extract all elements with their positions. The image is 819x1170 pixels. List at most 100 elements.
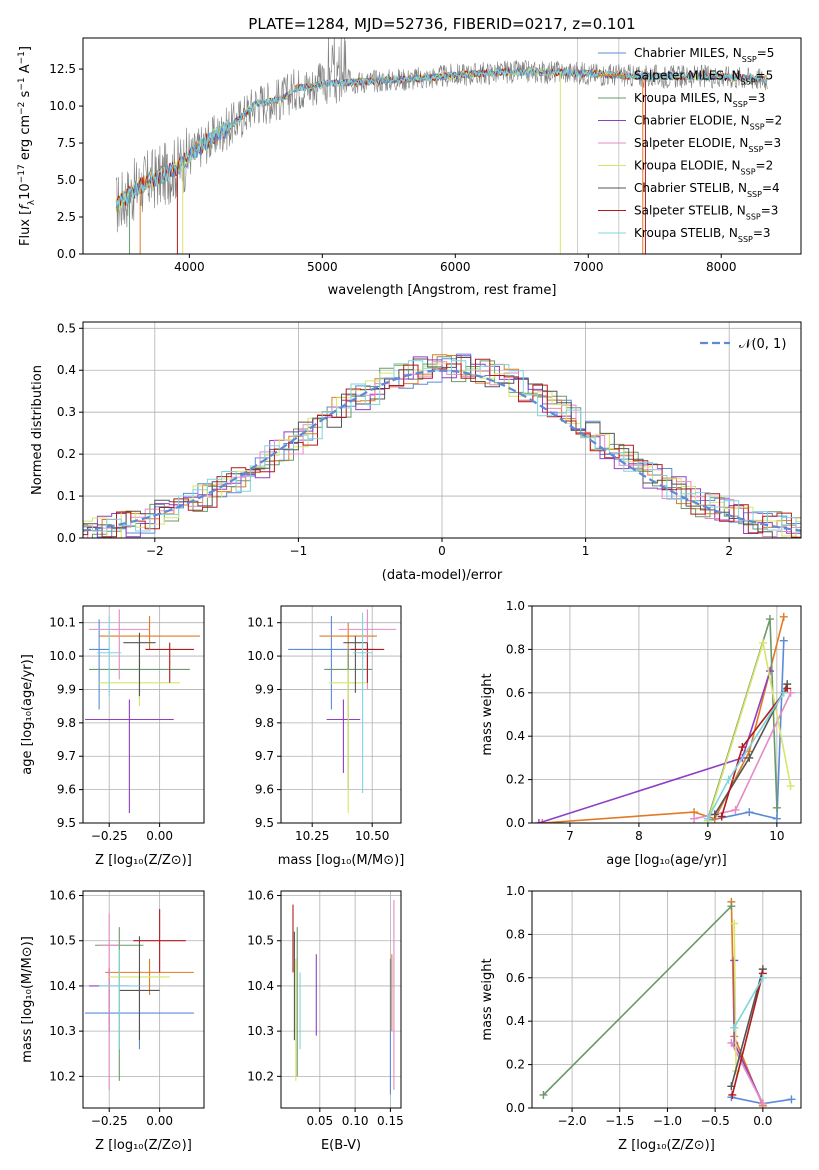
spectrum-xtick-label: 5000 [307,260,338,274]
age-vs-z-xlabel: Z [log₁₀(Z/Z⊙)] [95,853,192,868]
spectrum-legend-label: Salpeter ELODIE, NSSP=3 [634,136,781,154]
mass-vs-z-xtick-label: 0.00 [146,1114,173,1128]
weight-vs-z-series-line [733,977,764,1029]
histogram-xlabel: (data-model)/error [382,568,503,583]
mass-vs-z-frame [82,890,205,1109]
histogram-series [83,357,801,538]
age-vs-z-xtick-label: 0.00 [146,829,173,843]
legend-text: Kroupa STELIB, N [634,226,738,240]
weight-vs-z-marker [730,1023,739,1032]
spectrum-ylabel-part: erg cm [18,115,33,164]
weight-vs-age-xtick-label: 8 [635,829,643,843]
spectrum-ylabel-part: −1 [17,77,27,90]
weight-vs-z-series-line [733,923,737,1072]
age-vs-z-ytick-label: 9.6 [57,783,76,797]
age-vs-z-ytick-label: 9.9 [57,682,76,696]
weight-vs-age-ytick-label: 1.0 [506,599,525,613]
legend-text: Salpeter MILES, N [634,69,741,83]
weight-vs-z-marker [758,1099,767,1108]
weight-vs-age-ytick-label: 0.2 [506,773,525,787]
legend-sub: SSP [746,212,761,221]
spectrum-legend-label: Chabrier STELIB, NSSP=4 [634,181,780,199]
weight-vs-z-marker [727,1038,736,1047]
weight-vs-age-marker [765,667,774,676]
legend-text: Salpeter ELODIE, N [634,136,748,150]
spectrum-legend-label: Chabrier ELODIE, NSSP=2 [634,114,782,132]
weight-vs-age-ytick-label: 0.0 [506,816,525,830]
histogram-xtick-label: 2 [725,544,733,558]
weight-vs-age-ytick-label: 0.8 [506,642,525,656]
age-vs-mass-plot-area [288,609,397,813]
mass-vs-ebv-ytick-label: 10.6 [247,889,274,903]
spectrum-model-line [115,66,768,207]
mass-vs-z-ytick-label: 10.6 [49,889,76,903]
mass-vs-z-xtick-label: −0.25 [91,1114,128,1128]
spectrum-ylabel-part: f [18,203,33,210]
weight-vs-z-ytick-label: 0.8 [506,927,525,941]
age-vs-mass-ytick-label: 9.9 [255,682,274,696]
spectrum-xtick-label: 6000 [440,260,471,274]
weight-vs-age-panel: 7 8 9 10 0.0 0.2 0.4 0.6 0.8 1.0 age [log₁₀(age/yr… [480,599,802,868]
legend-count: =4 [762,181,780,195]
weight-vs-age-frame [531,605,802,824]
weight-vs-age-series-line [542,616,785,823]
age-vs-z-ytick-label: 9.7 [57,749,76,763]
legend-text: Chabrier MILES, N [634,46,742,60]
weight-vs-z-marker [727,902,736,911]
weight-vs-age-marker [786,688,795,697]
mass-vs-ebv-xtick-label: 0.10 [342,1114,369,1128]
legend-text: Kroupa ELODIE, N [634,159,741,173]
age-vs-z-xtick-label: −0.25 [91,829,128,843]
mass-vs-z-ylabel: mass [log₁₀(M/M⊙)] [20,936,35,1063]
spectrum-panel: 4000 5000 6000 7000 8000 0.0 2.5 5.0 7.5 10.0 12.5… [17,37,802,298]
weight-vs-age-ytick-label: 0.6 [506,686,525,700]
histogram-ylabel: Normed distribution [30,365,45,495]
age-vs-mass-ytick-label: 9.5 [255,816,274,830]
legend-sub: SSP [750,122,765,131]
weight-vs-age-marker [765,615,774,624]
spectrum-ylabel-part: −17 [17,164,27,183]
histogram-ytick-label: 0.1 [57,489,76,503]
legend-sub: SSP [741,167,756,176]
legend-count: =5 [756,69,774,83]
weight-vs-age-ylabel: mass weight [480,673,495,755]
mass-vs-z-ytick-label: 10.4 [49,979,76,993]
mass-vs-z-plot-area [85,909,194,1090]
legend-count: =5 [757,46,775,60]
weight-vs-age-series-line [707,692,785,820]
histogram-panel: −2 −1 0 1 2 0.0 0.1 0.2 0.3 0.4 0.5 (data-model)/er… [30,321,802,583]
spectrum-model-line [115,67,768,209]
weight-vs-age-marker [779,612,788,621]
weight-vs-z-xtick-label: −0.5 [701,1114,730,1128]
legend-text: Kroupa MILES, N [634,91,733,105]
spectrum-legend-label: Salpeter STELIB, NSSP=3 [634,204,778,222]
legend-count: =3 [763,136,781,150]
age-vs-mass-ytick-label: 10.1 [247,616,274,630]
weight-vs-z-marker [728,1090,737,1099]
age-vs-mass-ytick-label: 9.8 [255,716,274,730]
histogram-xtick-label: 1 [582,544,590,558]
histogram-ytick-label: 0.0 [57,531,76,545]
spectrum-legend-label: Kroupa ELODIE, NSSP=2 [634,159,773,177]
weight-vs-z-ytick-label: 0.0 [506,1101,525,1115]
age-vs-z-ytick-label: 9.5 [57,816,76,830]
mass-vs-ebv-xlabel: E(B-V) [321,1138,361,1153]
weight-vs-z-panel: −2.0 −1.5 −1.0 −0.5 0.0 0.0 0.2 0.4 0.6 0.8 1.0 Z [… [480,884,802,1153]
weight-vs-age-xtick-label: 7 [566,829,574,843]
weight-vs-age-marker [717,812,726,821]
age-vs-mass-ytick-label: 9.7 [255,749,274,763]
mass-vs-ebv-ytick-label: 10.3 [247,1024,274,1038]
age-vs-z-ytick-label: 9.8 [57,716,76,730]
age-vs-mass-xtick-label: 10.25 [295,829,329,843]
spectrum-ylabel-part: 10 [18,183,33,200]
weight-vs-age-series-line [538,670,771,823]
mass-vs-ebv-xtick-label: 0.05 [306,1114,333,1128]
mass-vs-ebv-panel: 0.05 0.10 0.15 10.2 10.3 10.4 10.5 10.6 E(B-V) [247,889,403,1153]
spectrum-ytick-label: 7.5 [57,136,76,150]
mass-vs-z-ytick-label: 10.3 [49,1024,76,1038]
histogram-series [83,358,801,538]
mass-vs-ebv-ytick-label: 10.4 [247,979,274,993]
weight-vs-z-ytick-label: 0.6 [506,971,525,985]
spectrum-ytick-label: 12.5 [49,62,76,76]
spectrum-xtick-label: 8000 [706,260,737,274]
